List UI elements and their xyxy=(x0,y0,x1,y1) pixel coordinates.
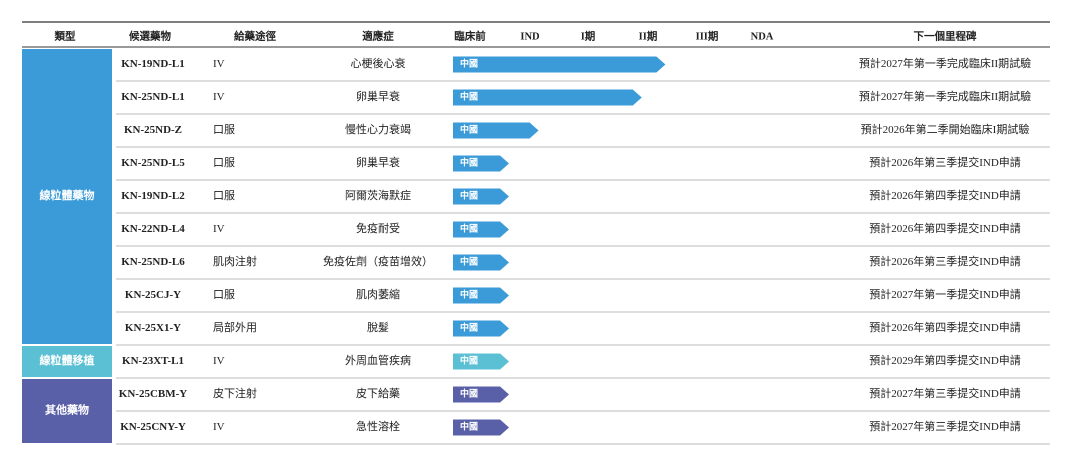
drug: KN-25CJ-Y xyxy=(125,289,181,301)
indication: 脫髮 xyxy=(367,320,389,334)
progress-bar xyxy=(453,89,642,106)
group-cell xyxy=(22,346,112,377)
route: IV xyxy=(213,421,225,433)
indication: 免疫佐劑（疫苗增效） xyxy=(323,254,433,268)
progress-bar xyxy=(453,155,510,172)
header-cell: 類型 xyxy=(54,29,76,42)
drug: KN-19ND-L2 xyxy=(121,190,185,202)
progress-bar xyxy=(453,287,510,304)
region: 中國 xyxy=(460,223,478,234)
indication: 皮下給藥 xyxy=(356,386,400,400)
milestone: 預計2026年第四季提交IND申請 xyxy=(869,221,1021,235)
drug: KN-25CBM-Y xyxy=(119,388,187,400)
route: 口服 xyxy=(213,189,235,202)
region: 中國 xyxy=(460,91,478,102)
route: IV xyxy=(213,58,225,70)
header-cell: NDA xyxy=(751,31,774,42)
drug: KN-25ND-L1 xyxy=(121,91,185,103)
region: 中國 xyxy=(460,322,478,333)
region: 中國 xyxy=(460,58,478,69)
region: 中國 xyxy=(460,388,478,399)
milestone: 預計2027年第一季完成臨床II期試驗 xyxy=(859,56,1031,70)
drug: KN-23XT-L1 xyxy=(122,355,184,367)
header-cell: 臨床前 xyxy=(454,29,486,42)
progress-bar xyxy=(453,320,510,337)
milestone: 預計2026年第三季提交IND申請 xyxy=(869,155,1021,169)
route: 口服 xyxy=(213,156,235,169)
route: IV xyxy=(213,223,225,235)
indication: 慢性心力衰竭 xyxy=(345,122,411,136)
indication: 免疫耐受 xyxy=(356,221,400,235)
milestone: 預計2026年第二季開始臨床I期試驗 xyxy=(861,122,1030,136)
milestone: 預計2026年第四季提交IND申請 xyxy=(869,320,1021,334)
progress-bar xyxy=(453,386,510,403)
route: 皮下注射 xyxy=(213,386,257,400)
drug: KN-25CNY-Y xyxy=(120,421,186,433)
indication: 卵巢早衰 xyxy=(356,89,400,103)
route: IV xyxy=(213,355,225,367)
group-cell xyxy=(22,49,112,344)
progress-bar xyxy=(453,56,666,73)
milestone: 預計2026年第三季提交IND申請 xyxy=(869,254,1021,268)
header-cell: 適應症 xyxy=(362,29,394,42)
progress-bar xyxy=(453,419,510,436)
header-cell: 下一個里程碑 xyxy=(914,29,977,42)
milestone: 預計2027年第三季提交IND申請 xyxy=(869,419,1021,433)
header-cell: I期 xyxy=(581,29,596,42)
route: 口服 xyxy=(213,123,235,136)
route: 口服 xyxy=(213,288,235,301)
progress-bar xyxy=(453,353,510,370)
drug: KN-22ND-L4 xyxy=(121,223,185,235)
progress-bar xyxy=(453,188,510,205)
region: 中國 xyxy=(460,256,478,267)
group-name: 其他藥物 xyxy=(45,403,89,417)
indication: 急性溶栓 xyxy=(356,419,400,433)
header-cell: 候選藥物 xyxy=(129,29,171,42)
header-cell: II期 xyxy=(639,29,658,42)
group-cell xyxy=(22,379,112,443)
region: 中國 xyxy=(460,157,478,168)
region: 中國 xyxy=(460,289,478,300)
drug: KN-19ND-L1 xyxy=(121,58,185,70)
indication: 心梗後心衰 xyxy=(351,56,406,70)
drug: KN-25ND-L6 xyxy=(121,256,185,268)
indication: 肌肉萎縮 xyxy=(356,287,400,301)
route: 肌肉注射 xyxy=(213,254,257,268)
milestone: 預計2029年第四季提交IND申請 xyxy=(869,353,1021,367)
indication: 卵巢早衰 xyxy=(356,155,400,169)
drug: KN-25X1-Y xyxy=(125,322,181,334)
header-cell: III期 xyxy=(696,29,719,42)
route: 局部外用 xyxy=(213,320,257,334)
drug: KN-25ND-L5 xyxy=(121,157,185,169)
progress-bar xyxy=(453,254,510,271)
milestone: 預計2027年第一季完成臨床II期試驗 xyxy=(859,89,1031,103)
milestone: 預計2027年第一季提交IND申請 xyxy=(869,287,1021,301)
indication: 阿爾茨海默症 xyxy=(345,188,411,202)
group-name: 線粒體移植 xyxy=(40,353,95,367)
region: 中國 xyxy=(460,190,478,201)
progress-bar xyxy=(453,122,539,139)
header-cell: IND xyxy=(520,31,540,42)
region: 中國 xyxy=(460,124,478,135)
milestone: 預計2026年第四季提交IND申請 xyxy=(869,188,1021,202)
route: IV xyxy=(213,91,225,103)
group-name: 線粒體藥物 xyxy=(40,188,95,202)
region: 中國 xyxy=(460,421,478,432)
progress-bar xyxy=(453,221,510,238)
indication: 外周血管疾病 xyxy=(345,353,411,367)
region: 中國 xyxy=(460,355,478,366)
header-cell: 給藥途徑 xyxy=(234,29,276,42)
drug: KN-25ND-Z xyxy=(124,124,182,136)
milestone: 預計2027年第三季提交IND申請 xyxy=(869,386,1021,400)
